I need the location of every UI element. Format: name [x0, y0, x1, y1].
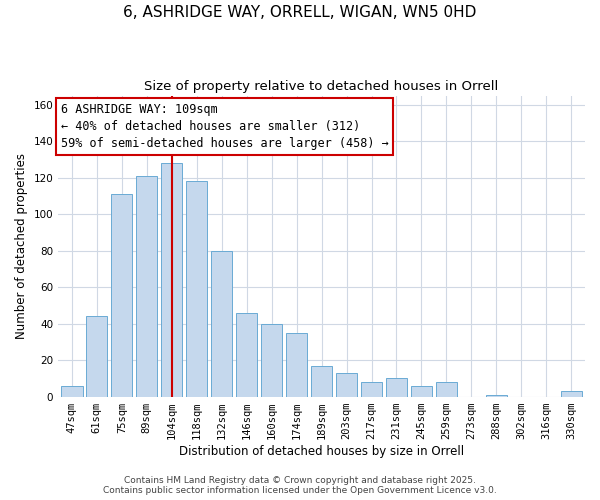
- Title: Size of property relative to detached houses in Orrell: Size of property relative to detached ho…: [145, 80, 499, 93]
- Bar: [336, 373, 357, 396]
- Bar: [436, 382, 457, 396]
- Bar: [361, 382, 382, 396]
- Text: 6 ASHRIDGE WAY: 109sqm
← 40% of detached houses are smaller (312)
59% of semi-de: 6 ASHRIDGE WAY: 109sqm ← 40% of detached…: [61, 103, 388, 150]
- Bar: [111, 194, 133, 396]
- Bar: [136, 176, 157, 396]
- Bar: [261, 324, 282, 396]
- Bar: [560, 391, 582, 396]
- Y-axis label: Number of detached properties: Number of detached properties: [15, 153, 28, 339]
- Bar: [161, 163, 182, 396]
- Bar: [186, 182, 208, 396]
- Bar: [236, 312, 257, 396]
- Bar: [486, 395, 507, 396]
- Bar: [311, 366, 332, 396]
- Bar: [386, 378, 407, 396]
- Text: 6, ASHRIDGE WAY, ORRELL, WIGAN, WN5 0HD: 6, ASHRIDGE WAY, ORRELL, WIGAN, WN5 0HD: [124, 5, 476, 20]
- X-axis label: Distribution of detached houses by size in Orrell: Distribution of detached houses by size …: [179, 444, 464, 458]
- Bar: [61, 386, 83, 396]
- Bar: [411, 386, 432, 396]
- Text: Contains HM Land Registry data © Crown copyright and database right 2025.
Contai: Contains HM Land Registry data © Crown c…: [103, 476, 497, 495]
- Bar: [286, 332, 307, 396]
- Bar: [211, 250, 232, 396]
- Bar: [86, 316, 107, 396]
